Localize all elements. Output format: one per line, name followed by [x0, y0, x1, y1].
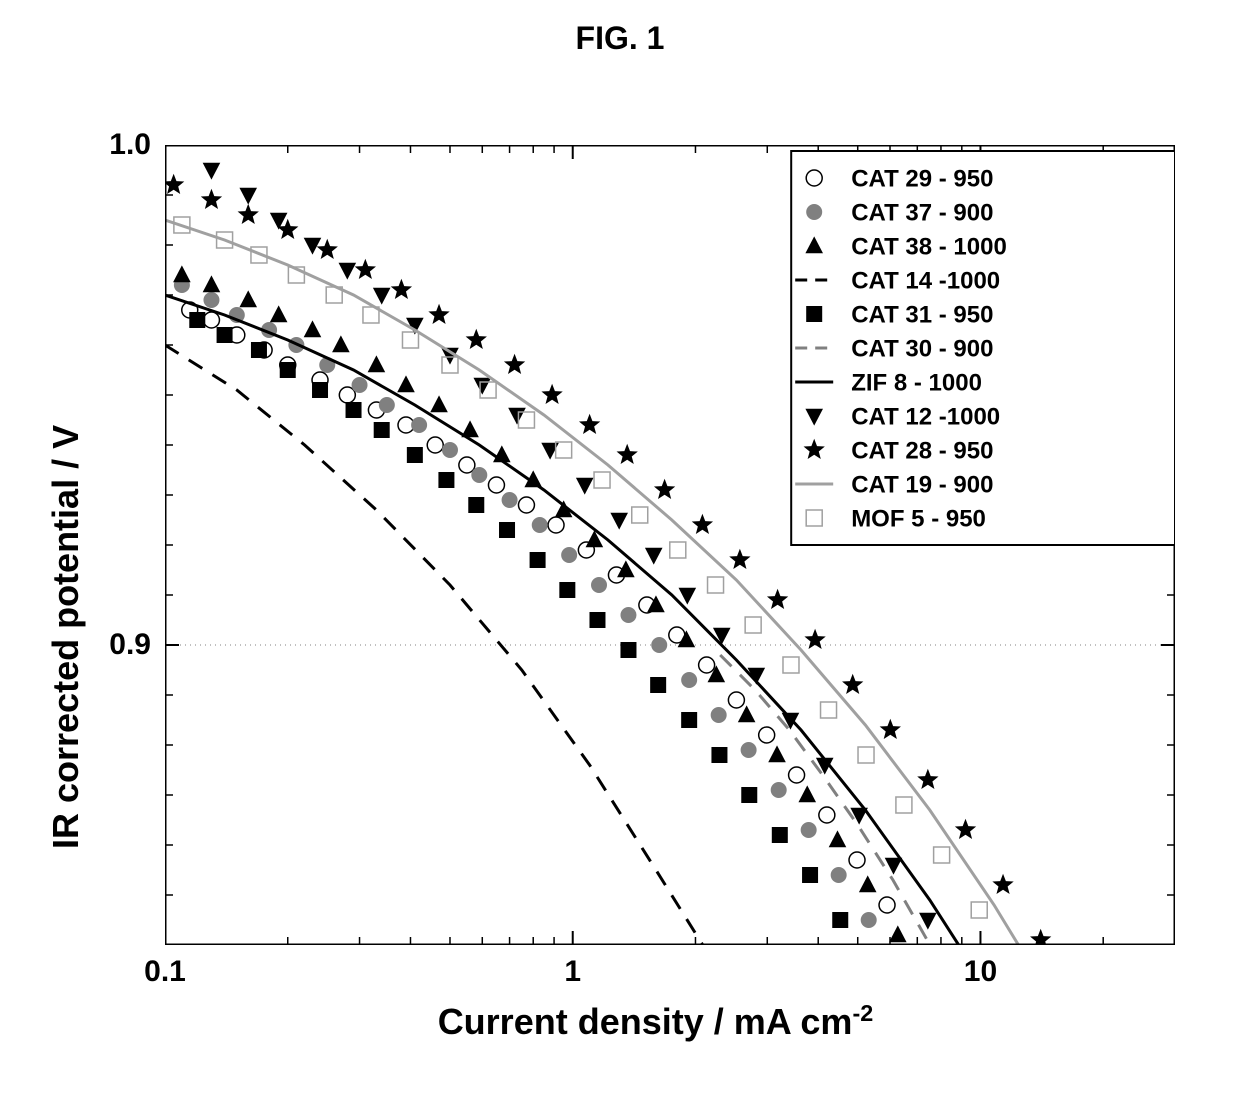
svg-text:CAT 28 - 950: CAT 28 - 950 — [851, 437, 993, 464]
figure-title: FIG. 1 — [0, 20, 1240, 57]
svg-text:CAT 29 - 950: CAT 29 - 950 — [851, 165, 993, 192]
svg-text:CAT 30 - 900: CAT 30 - 900 — [851, 335, 993, 362]
x-tick-label: 0.1 — [144, 955, 186, 989]
svg-text:CAT 31 - 950: CAT 31 - 950 — [851, 301, 993, 328]
svg-text:CAT 12 -1000: CAT 12 -1000 — [851, 403, 1000, 430]
svg-text:CAT 14 -1000: CAT 14 -1000 — [851, 267, 1000, 294]
svg-text:CAT 38 - 1000: CAT 38 - 1000 — [851, 233, 1007, 260]
y-axis-label: IR corrected potential / V — [45, 425, 87, 849]
page: FIG. 1 IR corrected potential / V Curren… — [0, 0, 1240, 1107]
y-tick-label: 0.9 — [109, 628, 151, 662]
x-axis-label-super: -2 — [852, 1000, 873, 1026]
x-tick-label: 10 — [964, 955, 997, 989]
svg-text:CAT 19 - 900: CAT 19 - 900 — [851, 471, 993, 498]
svg-text:ZIF 8 - 1000: ZIF 8 - 1000 — [851, 369, 982, 396]
chart-plot: CAT 29 - 950 CAT 37 - 900 CAT 38 - 1000 CAT… — [165, 145, 1175, 945]
svg-text:CAT 37 - 900: CAT 37 - 900 — [851, 199, 993, 226]
x-tick-label: 1 — [564, 955, 581, 989]
y-tick-label: 1.0 — [109, 128, 151, 162]
x-axis-label-prefix: Current density / mA cm — [438, 1001, 853, 1042]
x-axis-label: Current density / mA cm-2 — [438, 1000, 874, 1043]
svg-text:MOF 5 - 950: MOF 5 - 950 — [851, 505, 986, 532]
